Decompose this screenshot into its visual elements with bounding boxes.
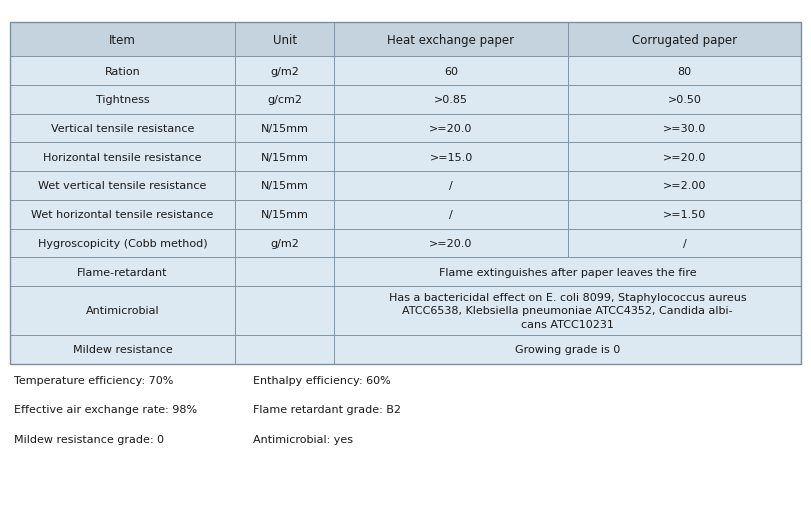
Text: Item: Item [109, 34, 136, 46]
Text: Flame retardant grade: B2: Flame retardant grade: B2 [253, 405, 401, 415]
Bar [334, 86, 568, 115]
Bar [10, 115, 235, 143]
Text: Ration: Ration [105, 67, 140, 76]
Bar [568, 143, 801, 172]
Bar [334, 57, 568, 86]
Text: Hygroscopicity (Cobb method): Hygroscopicity (Cobb method) [38, 238, 208, 248]
Text: Flame-retardant: Flame-retardant [77, 267, 168, 277]
Text: >=2.00: >=2.00 [663, 181, 706, 191]
Text: Wet horizontal tensile resistance: Wet horizontal tensile resistance [32, 210, 214, 220]
Bar [235, 143, 334, 172]
Text: Growing grade is 0: Growing grade is 0 [515, 345, 620, 355]
Text: g/m2: g/m2 [270, 238, 299, 248]
Text: g/m2: g/m2 [270, 67, 299, 76]
Text: /: / [683, 238, 686, 248]
Text: Flame extinguishes after paper leaves the fire: Flame extinguishes after paper leaves th… [439, 267, 697, 277]
Text: Mildew resistance: Mildew resistance [73, 345, 173, 355]
Text: Enthalpy efficiency: 60%: Enthalpy efficiency: 60% [253, 375, 391, 385]
Bar [235, 287, 334, 335]
Text: /: / [449, 181, 453, 191]
Text: Effective air exchange rate: 98%: Effective air exchange rate: 98% [14, 405, 197, 415]
Bar [334, 287, 801, 335]
Bar [334, 23, 568, 57]
Text: >0.85: >0.85 [434, 95, 468, 105]
Bar [235, 86, 334, 115]
Bar [235, 115, 334, 143]
Bar [235, 23, 334, 57]
Text: 80: 80 [677, 67, 692, 76]
Bar [568, 229, 801, 258]
Bar [235, 258, 334, 287]
Text: N/15mm: N/15mm [261, 152, 309, 162]
Text: N/15mm: N/15mm [261, 181, 309, 191]
Bar [10, 201, 235, 229]
Text: >=20.0: >=20.0 [429, 238, 473, 248]
Bar [568, 86, 801, 115]
Bar [334, 172, 568, 201]
Bar [235, 201, 334, 229]
Text: 60: 60 [444, 67, 458, 76]
Bar [568, 115, 801, 143]
Bar [568, 23, 801, 57]
Bar [235, 335, 334, 364]
Bar [235, 229, 334, 258]
Text: N/15mm: N/15mm [261, 124, 309, 134]
Text: Temperature efficiency: 70%: Temperature efficiency: 70% [14, 375, 174, 385]
Text: >=1.50: >=1.50 [663, 210, 706, 220]
Bar [334, 258, 801, 287]
Text: Horizontal tensile resistance: Horizontal tensile resistance [43, 152, 202, 162]
Bar [10, 172, 235, 201]
Bar [334, 229, 568, 258]
Text: g/cm2: g/cm2 [268, 95, 303, 105]
Bar [10, 57, 235, 86]
Bar [235, 172, 334, 201]
Bar [334, 143, 568, 172]
Text: >=30.0: >=30.0 [663, 124, 706, 134]
Bar [10, 229, 235, 258]
Text: Wet vertical tensile resistance: Wet vertical tensile resistance [38, 181, 207, 191]
Text: >0.50: >0.50 [667, 95, 702, 105]
Bar [235, 57, 334, 86]
Text: Vertical tensile resistance: Vertical tensile resistance [51, 124, 194, 134]
Bar [10, 23, 801, 364]
Text: >=20.0: >=20.0 [663, 152, 706, 162]
Bar [10, 86, 235, 115]
Text: >=20.0: >=20.0 [429, 124, 473, 134]
Text: Tightness: Tightness [96, 95, 149, 105]
Text: Antimicrobial: Antimicrobial [86, 306, 159, 316]
Bar [334, 115, 568, 143]
Bar [10, 335, 235, 364]
Bar [568, 57, 801, 86]
Text: Has a bactericidal effect on E. coli 8099, Staphylococcus aureus
ATCC6538, Klebs: Has a bactericidal effect on E. coli 809… [389, 293, 747, 329]
Text: Unit: Unit [272, 34, 297, 46]
Text: Mildew resistance grade: 0: Mildew resistance grade: 0 [14, 434, 164, 444]
Text: N/15mm: N/15mm [261, 210, 309, 220]
Bar [568, 172, 801, 201]
Bar [568, 201, 801, 229]
Text: Heat exchange paper: Heat exchange paper [388, 34, 514, 46]
Bar [10, 143, 235, 172]
Bar [334, 201, 568, 229]
Text: Corrugated paper: Corrugated paper [632, 34, 737, 46]
Bar [334, 335, 801, 364]
Bar [10, 287, 235, 335]
Text: /: / [449, 210, 453, 220]
Text: >=15.0: >=15.0 [429, 152, 473, 162]
Bar [10, 258, 235, 287]
Text: Antimicrobial: yes: Antimicrobial: yes [253, 434, 353, 444]
Bar [10, 23, 235, 57]
